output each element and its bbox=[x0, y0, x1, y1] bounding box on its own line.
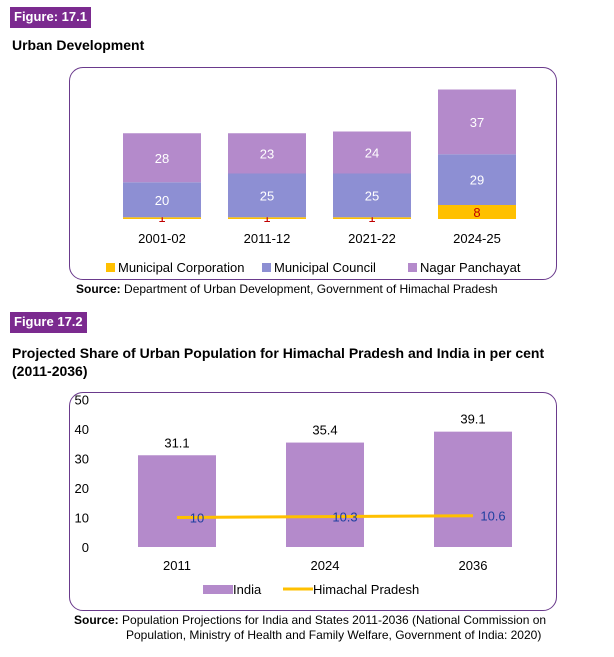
y-tick-label: 40 bbox=[75, 422, 89, 437]
data-label: 8 bbox=[473, 205, 480, 220]
data-label: 24 bbox=[365, 146, 379, 161]
x-tick-label: 2011 bbox=[163, 558, 191, 573]
source-label: Source: bbox=[74, 613, 119, 627]
figure-2-title-line1: Projected Share of Urban Population for … bbox=[12, 345, 545, 361]
data-label: 37 bbox=[470, 115, 484, 130]
legend-label: Himachal Pradesh bbox=[313, 582, 419, 597]
bar-segment bbox=[123, 217, 201, 219]
data-label: 20 bbox=[155, 193, 169, 208]
figure-2-title-line2: (2011-2036) bbox=[12, 363, 88, 379]
bar-segment bbox=[228, 173, 306, 218]
data-label: 25 bbox=[365, 188, 379, 203]
figure-2-label: Figure 17.2 bbox=[10, 312, 87, 333]
data-label: 31.1 bbox=[164, 435, 189, 450]
legend-label: India bbox=[233, 582, 262, 597]
x-tick-label: 2024 bbox=[311, 558, 340, 573]
data-label: 1 bbox=[368, 210, 375, 225]
x-tick-label: 2024-25 bbox=[453, 231, 501, 246]
source-text-line2: Population, Ministry of Health and Famil… bbox=[126, 628, 542, 642]
y-tick-label: 20 bbox=[75, 481, 89, 496]
bar bbox=[286, 442, 364, 547]
line-data-label: 10 bbox=[190, 511, 204, 526]
bar-segment bbox=[438, 205, 516, 219]
source-text-line1: Population Projections for India and Sta… bbox=[122, 613, 547, 627]
legend-label: Nagar Panchayat bbox=[420, 260, 521, 275]
legend-swatch bbox=[106, 263, 115, 272]
y-tick-label: 10 bbox=[75, 511, 89, 526]
data-label: 25 bbox=[260, 188, 274, 203]
bar-segment bbox=[333, 131, 411, 174]
source-text: Department of Urban Development, Governm… bbox=[124, 282, 498, 296]
legend-swatch bbox=[203, 585, 233, 594]
x-tick-label: 2011-12 bbox=[244, 231, 291, 246]
bar bbox=[138, 455, 216, 547]
figure-1-title: Urban Development bbox=[12, 37, 145, 53]
bar-segment bbox=[228, 217, 306, 219]
data-label: 29 bbox=[470, 173, 484, 188]
bar-segment bbox=[333, 217, 411, 219]
y-tick-label: 50 bbox=[75, 393, 89, 408]
series-line bbox=[176, 514, 474, 519]
bar bbox=[434, 431, 512, 547]
chart-2-frame bbox=[69, 392, 557, 611]
data-label: 1 bbox=[263, 210, 270, 225]
data-label: 28 bbox=[155, 151, 169, 166]
legend-swatch bbox=[262, 263, 271, 272]
x-tick-label: 2036 bbox=[459, 558, 488, 573]
line-data-label: 10.3 bbox=[332, 510, 357, 525]
data-label: 23 bbox=[260, 146, 274, 161]
line-data-label: 10.6 bbox=[480, 509, 505, 524]
bar-segment bbox=[438, 89, 516, 155]
bar-segment bbox=[123, 182, 201, 218]
figure-1-label: Figure: 17.1 bbox=[10, 7, 91, 28]
x-tick-label: 2001-02 bbox=[138, 231, 186, 246]
source-label: Source: bbox=[76, 282, 121, 296]
x-tick-label: 2021-22 bbox=[348, 231, 396, 246]
y-tick-label: 0 bbox=[82, 540, 89, 555]
bar-segment bbox=[228, 133, 306, 174]
bar-segment bbox=[333, 173, 411, 218]
urban-population-share-chart: 0 10 20 30 40 50 31.1 2011 35.4 2024 39.1 2036 10 10.… bbox=[75, 393, 512, 597]
chart-1-frame bbox=[69, 67, 557, 280]
legend-label: Municipal Council bbox=[274, 260, 376, 275]
urban-development-chart: 1 20 28 2001-02 1 25 23 2011-12 1 25 24 2021-22 8 29 3… bbox=[106, 89, 521, 275]
data-label: 35.4 bbox=[312, 423, 337, 438]
y-tick-label: 30 bbox=[75, 452, 89, 467]
figure-1-source: Source: Department of Urban Development,… bbox=[76, 282, 498, 297]
figure-2-source: Source: Population Projections for India… bbox=[74, 613, 546, 643]
legend-swatch bbox=[408, 263, 417, 272]
bar-segment bbox=[123, 133, 201, 183]
legend-label: Municipal Corporation bbox=[118, 260, 244, 275]
data-label: 39.1 bbox=[460, 412, 485, 427]
bar-segment bbox=[438, 154, 516, 205]
data-label: 1 bbox=[158, 210, 165, 225]
